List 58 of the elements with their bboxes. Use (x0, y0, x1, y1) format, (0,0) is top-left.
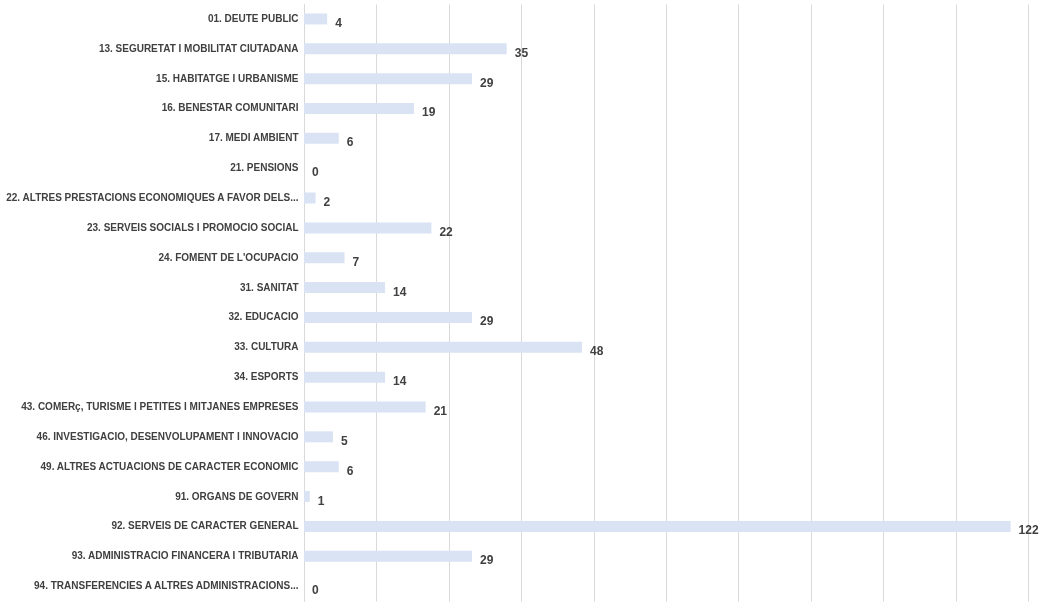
data-label: 48 (590, 344, 604, 359)
data-label: 29 (479, 314, 494, 329)
y-tick-label: 21. PENSIONS (230, 162, 299, 174)
bar (304, 371, 386, 383)
data-label: 29 (479, 75, 494, 90)
data-label: 29 (479, 553, 494, 568)
bar (304, 461, 339, 473)
data-label: 2 (323, 195, 331, 210)
data-label: 35 (514, 45, 529, 60)
y-tick-label: 16. BENESTAR COMUNITARI (161, 102, 299, 114)
data-label: 19 (422, 105, 436, 120)
data-label: 22 (439, 224, 454, 239)
data-label: 21 (433, 403, 448, 418)
bar (304, 43, 507, 55)
y-tick-label: 13. SEGURETAT I MOBILITAT CIUTADANA (98, 42, 299, 54)
y-tick-label: 93. ADMINISTRACIO FINANCERA I TRIBUTARIA (71, 550, 299, 562)
data-label: 0 (312, 165, 319, 180)
bar (304, 431, 333, 443)
data-label: 6 (346, 463, 354, 478)
y-tick-label: 91. ORGANS DE GOVERN (175, 490, 299, 502)
bar (304, 282, 386, 294)
data-label: 14 (393, 374, 407, 389)
bar (304, 132, 339, 144)
y-tick-label: 33. CULTURA (234, 341, 299, 353)
bar (304, 73, 472, 85)
bar (304, 252, 345, 264)
data-label: 1 (317, 493, 325, 508)
data-label: 0 (312, 583, 319, 598)
y-tick-label: 32. EDUCACIO (228, 311, 299, 323)
bar (304, 520, 1011, 532)
y-tick-label: 92. SERVEIS DE CARACTER GENERAL (111, 520, 299, 532)
y-tick-label: 46. INVESTIGACIO, DESENVOLUPAMENT I INNOVACIO (36, 430, 299, 442)
y-tick-label: 49. ALTRES ACTUACIONS DE CARACTER ECONOMIC (40, 460, 299, 472)
bar (304, 550, 472, 562)
y-tick-label: 34. ESPORTS (234, 371, 299, 383)
bar (304, 102, 415, 114)
bar (304, 341, 583, 353)
bar (304, 13, 328, 25)
bar (304, 192, 316, 204)
bar (304, 401, 426, 413)
bar (304, 311, 472, 323)
y-tick-label: 01. DEUTE PUBLIC (207, 12, 299, 24)
y-tick-label: 17. MEDI AMBIENT (208, 132, 299, 144)
data-label: 14 (393, 284, 407, 299)
bar (304, 491, 310, 503)
y-tick-label: 22. ALTRES PRESTACIONS ECONOMIQUES A FAVOR DELS... (6, 192, 299, 204)
y-tick-label: 31. SANITAT (239, 281, 299, 293)
y-tick-label: 94. TRANSFERENCIES A ALTRES ADMINISTRACIONS... (34, 580, 299, 592)
data-label: 4 (335, 15, 343, 30)
y-tick-label: 15. HABITATGE I URBANISME (156, 72, 299, 84)
y-tick-label: 43. COMERç, TURISME I PETITES I MITJANES EMPRESES (21, 400, 299, 412)
bar (304, 222, 432, 234)
y-tick-label: 23. SERVEIS SOCIALS I PROMOCIO SOCIAL (86, 221, 299, 233)
data-label: 7 (352, 254, 360, 269)
data-label: 122 (1018, 523, 1039, 538)
data-label: 5 (340, 433, 348, 448)
data-label: 6 (346, 135, 354, 150)
y-tick-label: 24. FOMENT DE L'OCUPACIO (158, 251, 299, 263)
